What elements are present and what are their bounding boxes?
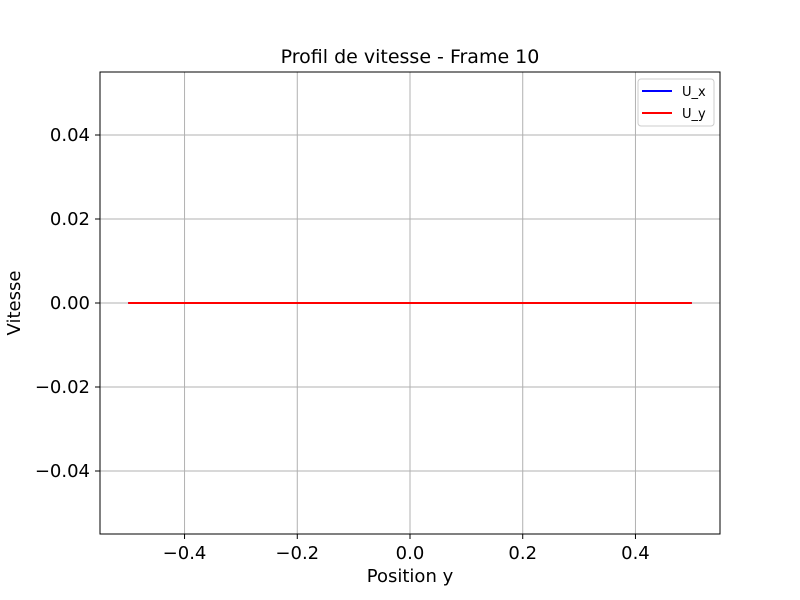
x-tick-label: −0.2 [275,543,319,564]
x-axis-ticks: −0.4 −0.2 0.0 0.2 0.4 [163,534,650,564]
legend-label-u-y: U_y [682,107,706,122]
y-axis-label: Vitesse [4,271,25,336]
legend: U_x U_y [637,78,715,127]
x-tick-label: 0.0 [396,543,425,564]
x-tick-label: 0.2 [508,543,537,564]
y-tick-label: −0.02 [35,377,90,398]
y-tick-label: −0.04 [35,461,90,482]
chart-title: Profil de vitesse - Frame 10 [281,46,540,68]
x-tick-label: 0.4 [621,543,650,564]
y-axis-ticks: −0.04 −0.02 0.00 0.02 0.04 [35,125,100,482]
x-tick-label: −0.4 [163,543,207,564]
y-tick-label: 0.02 [50,209,90,230]
y-tick-label: 0.00 [50,293,90,314]
x-axis-label: Position y [367,566,454,587]
y-tick-label: 0.04 [50,125,90,146]
legend-label-u-x: U_x [682,85,706,100]
